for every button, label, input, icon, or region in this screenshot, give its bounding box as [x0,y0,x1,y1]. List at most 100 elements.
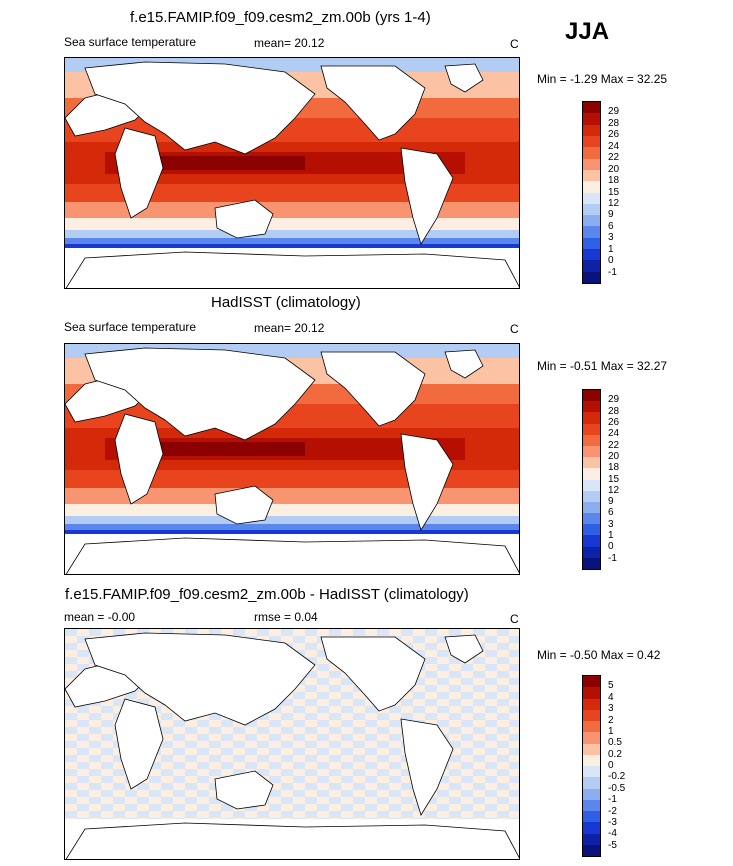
colorbar-segment [583,557,600,569]
colorbar-segment [583,192,600,204]
panel-2-title: HadISST (climatology) [211,294,361,311]
colorbar-segment [583,732,600,744]
colorbar-tick-label: 3 [608,232,614,244]
colorbar-tick-label: 18 [608,175,620,187]
colorbar-segment [583,423,600,435]
colorbar-tick-label: 0.2 [608,748,622,760]
colorbar-tick-label: 5 [608,680,614,692]
panel-1-mean-label: mean= 20.12 [254,36,325,50]
colorbar-tick-label: 20 [608,450,620,462]
colorbar-tick-label: 22 [608,439,620,451]
panel-3-map-svg [65,629,519,859]
colorbar-tick-label: 4 [608,691,614,703]
colorbar-segment [583,169,600,182]
colorbar-tick-label: 9 [608,209,614,221]
colorbar-tick-label: 12 [608,484,620,496]
colorbar-segment [583,777,600,789]
colorbar-segment [583,788,600,800]
colorbar-tick-label: 2 [608,714,614,726]
colorbar-tick-label: 18 [608,462,620,474]
colorbar-segment [583,434,600,446]
colorbar-segment [583,457,600,469]
colorbar-tick-label: 9 [608,496,614,508]
colorbar-segment [583,158,600,170]
colorbar-tick-label: 0 [608,541,614,553]
colorbar-segment [583,401,600,413]
colorbar-segment [583,754,600,766]
colorbar-tick-label: -5 [608,839,617,851]
colorbar-tick-label: 20 [608,163,620,175]
colorbar-tick-label: 3 [608,703,614,715]
colorbar-tick-label: -0.5 [608,782,626,794]
panel-1-map [64,57,520,289]
panel-1-map-svg [65,58,519,288]
colorbar-tick-label: -4 [608,828,617,840]
panel-3-rmse-label: rmse = 0.04 [254,610,318,624]
panel-3-units-label: C [510,612,519,626]
colorbar-segment [583,203,600,216]
colorbar-tick-label: 1 [608,243,614,255]
colorbar-segment [583,490,600,502]
colorbar-tick-label: -1 [608,266,617,278]
panel-3-mean-label: mean = -0.00 [64,610,136,624]
colorbar-segment [583,390,600,402]
panel-1-variable-label: Sea surface temperature [64,35,197,49]
colorbar-segment [583,102,600,114]
colorbar-segment [583,260,600,272]
colorbar-tick-label: 22 [608,152,620,164]
colorbar-segment [583,226,600,238]
panel-1-units-label: C [510,37,519,51]
colorbar-tick-label: 28 [608,405,620,417]
colorbar-segment [583,468,600,480]
panel-2-minmax-label: Min = -0.51 Max = 32.27 [537,359,668,373]
panel-2-mean-label: mean= 20.12 [254,321,325,335]
colorbar-segment [583,513,600,525]
colorbar-segment [583,721,600,733]
colorbar-segment [583,501,600,514]
colorbar-segment [583,822,600,834]
colorbar-segment [583,833,600,845]
colorbar-segment [583,147,600,159]
colorbar-tick-label: -2 [608,805,617,817]
panel-2-variable-label: Sea surface temperature [64,320,197,334]
colorbar-segment [583,135,600,148]
colorbar-tick-label: 29 [608,394,620,406]
colorbar-segment [583,113,600,125]
panel-2-map [64,343,520,575]
colorbar-tick-label: 6 [608,220,614,232]
colorbar-tick-label: -1 [608,552,617,564]
colorbar-tick-label: 12 [608,197,620,209]
panel-3-map [64,628,520,860]
colorbar-segment [583,743,600,755]
colorbar-tick-label: 1 [608,530,614,542]
colorbar-segment [583,479,600,491]
colorbar-segment [583,709,600,721]
panel-2-colorbar [582,389,601,570]
colorbar-segment [583,546,600,558]
colorbar-segment [583,676,600,688]
colorbar-tick-label: 15 [608,186,620,198]
colorbar-segment [583,181,600,193]
panel-2-map-svg [65,344,519,574]
panel-3-title: f.e15.FAMIP.f09_f09.cesm2_zm.00b - HadIS… [65,586,469,603]
colorbar-segment [583,811,600,823]
colorbar-tick-label: -3 [608,816,617,828]
colorbar-tick-label: 24 [608,428,620,440]
panel-2-units-label: C [510,322,519,336]
panel-3-colorbar [582,675,601,857]
colorbar-segment [583,124,600,136]
colorbar-tick-label: 6 [608,507,614,519]
colorbar-segment [583,799,600,811]
panel-1-colorbar [582,101,601,284]
colorbar-segment [583,445,600,458]
panel-3-minmax-label: Min = -0.50 Max = 0.42 [537,648,661,662]
colorbar-tick-label: 26 [608,129,620,141]
colorbar-tick-label: 24 [608,140,620,152]
panel-1-title: f.e15.FAMIP.f09_f09.cesm2_zm.00b (yrs 1-… [130,9,431,26]
colorbar-segment [583,237,600,250]
colorbar-segment [583,249,600,261]
panel-1-minmax-label: Min = -1.29 Max = 32.25 [537,72,668,86]
colorbar-segment [583,412,600,424]
colorbar-tick-label: 15 [608,473,620,485]
colorbar-tick-label: 28 [608,117,620,129]
